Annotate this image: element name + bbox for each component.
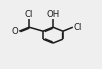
Text: Cl: Cl [25,10,33,19]
Text: Cl: Cl [74,23,82,32]
Text: O: O [12,27,18,36]
Text: OH: OH [46,10,60,19]
